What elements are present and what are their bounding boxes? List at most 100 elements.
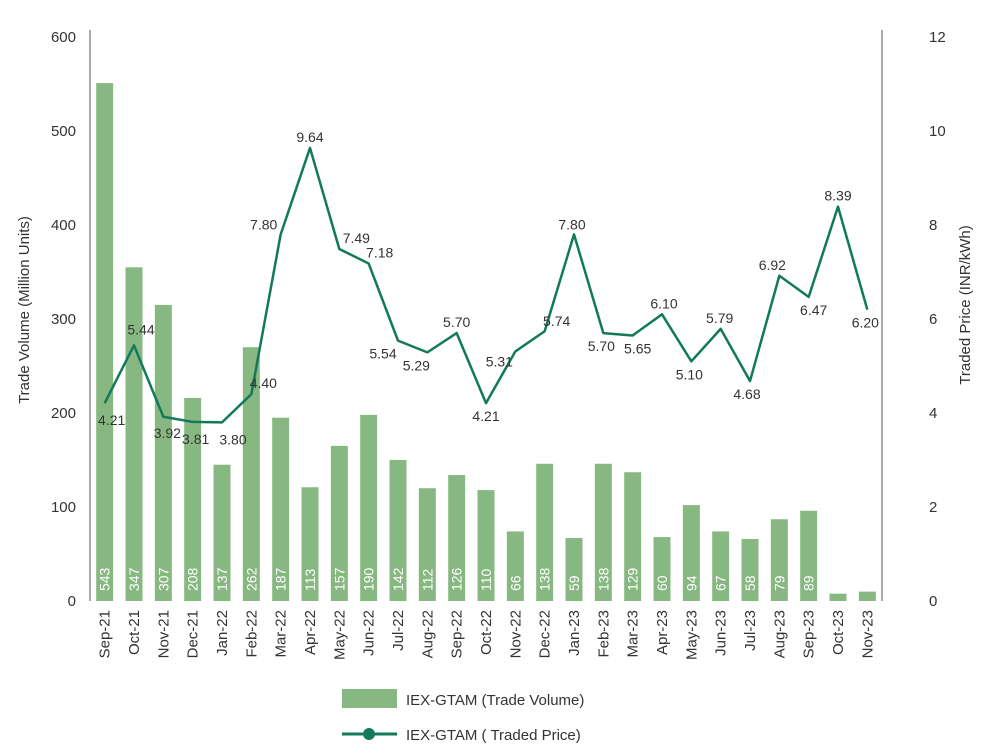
price-point-label: 6.47 xyxy=(800,302,827,318)
price-point-label: 5.44 xyxy=(127,321,154,337)
bar xyxy=(96,83,114,601)
y2-tick-label: 2 xyxy=(929,499,937,516)
x-tick-label: Jan-23 xyxy=(566,610,583,656)
bar xyxy=(565,538,583,601)
price-point-label: 4.40 xyxy=(250,375,277,391)
bar xyxy=(418,488,436,601)
bar xyxy=(272,417,290,601)
x-tick-label: Aug-23 xyxy=(771,610,788,658)
bar-value-label: 59 xyxy=(566,575,582,591)
price-point-label: 6.20 xyxy=(852,315,879,331)
price-point-label: 5.10 xyxy=(676,366,703,382)
bar-value-label: 137 xyxy=(214,567,230,591)
x-tick-label: Jan-22 xyxy=(214,610,231,656)
x-tick-label: Mar-23 xyxy=(625,610,642,658)
x-tick-label: Nov-21 xyxy=(155,610,172,658)
plot-area: 543 347 307 208 137 262 187 113 157 190 142 112 126 1… xyxy=(96,83,879,601)
x-tick-label: Sep-21 xyxy=(97,610,114,658)
y2-tick-label: 8 xyxy=(929,217,937,234)
y-tick-label: 300 xyxy=(51,311,76,328)
y2-tick-label: 6 xyxy=(929,311,937,328)
y2-tick-label: 12 xyxy=(929,29,946,46)
bar xyxy=(389,460,407,601)
bar-value-label: 113 xyxy=(302,568,318,591)
bar-value-label: 187 xyxy=(273,567,289,591)
x-tick-label: Mar-22 xyxy=(273,610,290,658)
bar xyxy=(301,487,319,601)
price-point-label: 5.74 xyxy=(543,313,570,329)
price-point-label: 7.18 xyxy=(366,245,393,261)
price-point-label: 5.29 xyxy=(403,357,430,373)
x-tick-label: Nov-23 xyxy=(859,610,876,658)
bar xyxy=(448,475,466,601)
bar-value-label: 262 xyxy=(243,567,259,591)
bar-value-label: 94 xyxy=(683,575,699,591)
bar-value-label: 129 xyxy=(625,567,641,591)
x-tick-label: Jun-22 xyxy=(361,610,378,656)
bar-value-label: 157 xyxy=(331,567,347,591)
bar-value-label: 190 xyxy=(361,567,377,591)
x-tick-label: Apr-23 xyxy=(654,610,671,655)
legend-label-volume: IEX-GTAM (Trade Volume) xyxy=(406,692,584,709)
bar xyxy=(330,445,348,601)
y-tick-label: 100 xyxy=(51,499,76,516)
x-tick-label: Oct-22 xyxy=(478,610,495,655)
price-point-label: 5.31 xyxy=(486,353,513,369)
y2-axis-title: Traded Price (INR/kWh) xyxy=(957,225,974,384)
x-tick-label: Sep-23 xyxy=(801,610,818,658)
price-point-label: 4.21 xyxy=(472,408,499,424)
price-point-label: 5.54 xyxy=(369,346,396,362)
bar-value-label: 126 xyxy=(449,567,465,591)
x-tick-label: Sep-22 xyxy=(449,610,466,658)
bar xyxy=(858,591,876,601)
x-tick-label: Oct-21 xyxy=(126,610,143,655)
bar xyxy=(741,538,759,601)
bar-value-label: 142 xyxy=(390,567,406,591)
bar-value-label: 79 xyxy=(771,575,787,591)
x-axis: Sep-21 Oct-21 Nov-21 Dec-21 Jan-22 Feb-22 Mar-… xyxy=(97,610,877,660)
bar-value-label: 7.79 xyxy=(830,564,846,591)
bar xyxy=(184,397,202,601)
x-tick-label: Dec-22 xyxy=(537,610,554,658)
y2-tick-label: 4 xyxy=(929,405,937,422)
bar xyxy=(712,531,730,601)
x-tick-label: May-22 xyxy=(331,610,348,660)
bar-value-label: 208 xyxy=(185,567,201,591)
x-tick-label: Feb-23 xyxy=(595,610,612,658)
bar-value-label: 138 xyxy=(595,567,611,591)
bar xyxy=(360,414,378,601)
bar-value-label: 543 xyxy=(97,567,113,591)
bar-value-label: 58 xyxy=(742,575,758,591)
price-point-label: 4.68 xyxy=(733,386,760,402)
x-tick-label: Jul-23 xyxy=(742,610,759,651)
legend: IEX-GTAM (Trade Volume) IEX-GTAM ( Traded… xyxy=(342,689,584,744)
y-tick-label: 200 xyxy=(51,405,76,422)
bar xyxy=(829,593,847,601)
bar-value-label: 307 xyxy=(155,567,171,591)
x-tick-label: Jul-22 xyxy=(390,610,407,651)
bar-value-label: 66 xyxy=(507,575,523,591)
bar-value-label: 110 xyxy=(478,568,494,591)
x-tick-label: Oct-23 xyxy=(830,610,847,655)
x-tick-label: Jun-23 xyxy=(713,610,730,656)
price-point-label: 3.92 xyxy=(154,425,181,441)
bar xyxy=(213,464,231,601)
price-point-label: 5.70 xyxy=(443,314,470,330)
legend-label-price: IEX-GTAM ( Traded Price) xyxy=(406,727,581,744)
right-axis: 0 2 4 6 8 10 12 Traded Price (INR/kWh) xyxy=(881,29,974,610)
bar xyxy=(653,537,671,601)
price-point-label: 6.10 xyxy=(650,295,677,311)
price-point-label: 9.64 xyxy=(296,129,323,145)
bar xyxy=(242,347,260,601)
bar xyxy=(624,472,642,601)
y-tick-label: 600 xyxy=(51,29,76,46)
left-axis: 0 100 200 300 400 500 600 Trade Volume (Million… xyxy=(16,29,91,610)
price-point-label: 5.79 xyxy=(706,310,733,326)
bar-value-label: 10 xyxy=(859,575,875,591)
x-tick-label: May-23 xyxy=(683,610,700,660)
x-tick-label: Dec-21 xyxy=(185,610,202,658)
bar-value-label: 112 xyxy=(419,568,435,591)
x-tick-label: Apr-22 xyxy=(302,610,319,655)
price-point-label: 7.80 xyxy=(250,216,277,232)
